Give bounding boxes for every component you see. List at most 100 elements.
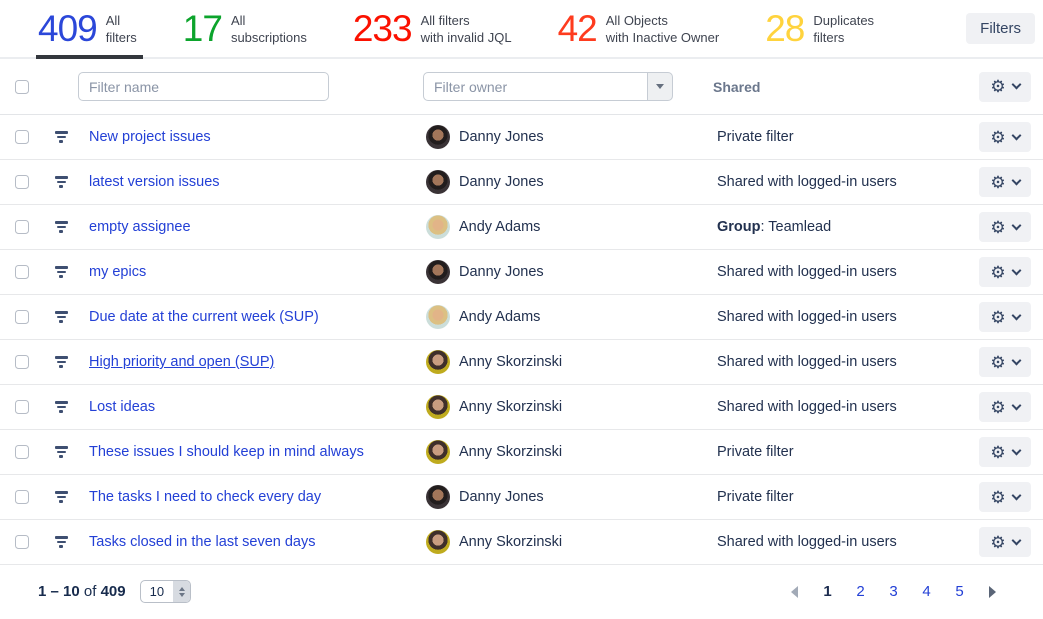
stepper-icon[interactable] [173, 581, 191, 602]
owner-name: Andy Adams [459, 219, 541, 235]
table-footer: 1 – 10 of 409 10 1 2 3 4 5 [0, 565, 1043, 618]
chevron-down-icon [1011, 400, 1022, 410]
gear-icon: ⚙ [990, 532, 1006, 552]
row-checkbox[interactable] [15, 400, 29, 414]
filter-funnel-icon [54, 311, 68, 323]
owner-cell: Anny Skorzinski [423, 395, 713, 419]
arrow-left-icon [791, 585, 798, 598]
stat-tab[interactable]: 28 Duplicates filters [765, 0, 874, 57]
filter-funnel-icon [54, 401, 68, 413]
header-settings-button[interactable]: ⚙ [979, 71, 1031, 102]
table-row: Lost ideas Anny Skorzinski Shared with l… [0, 385, 1043, 430]
pagination-page-4[interactable]: 4 [922, 583, 931, 600]
shared-status: Shared with logged-in users [717, 174, 897, 190]
row-checkbox[interactable] [15, 355, 29, 369]
range-total: 409 [100, 583, 126, 600]
stat-value: 17 [182, 8, 223, 49]
dropdown-triangle-icon [656, 84, 664, 89]
pagination-next-button[interactable] [976, 585, 1009, 598]
stat-tab[interactable]: 17 All subscriptions [183, 0, 307, 57]
row-checkbox[interactable] [15, 310, 29, 324]
pagination-prev-button[interactable] [778, 585, 811, 598]
table-row: empty assignee Andy Adams Group: Teamlea… [0, 205, 1043, 250]
owner-cell: Danny Jones [423, 125, 713, 149]
chevron-down-icon [1011, 445, 1022, 455]
chevron-down-icon [1011, 175, 1022, 185]
filter-name-link[interactable]: latest version issues [89, 174, 220, 190]
owner-cell: Danny Jones [423, 170, 713, 194]
gear-icon: ⚙ [990, 487, 1006, 507]
filter-name-link[interactable]: Lost ideas [89, 399, 156, 415]
chevron-down-icon [1011, 310, 1022, 320]
row-settings-button[interactable]: ⚙ [979, 167, 1031, 197]
page-size-select[interactable]: 10 [139, 580, 192, 603]
pagination: 1 2 3 4 5 [778, 583, 1009, 600]
filter-name-input[interactable] [78, 72, 329, 101]
owner-avatar [426, 440, 450, 464]
owner-cell: Andy Adams [423, 305, 713, 329]
filter-name-link[interactable]: High priority and open (SUP) [89, 354, 275, 370]
filters-table-body: New project issues Danny Jones Private f… [0, 115, 1043, 565]
row-checkbox[interactable] [15, 265, 29, 279]
row-settings-button[interactable]: ⚙ [979, 302, 1031, 332]
range-of-label: of [83, 583, 97, 600]
gear-icon: ⚙ [990, 307, 1006, 327]
chevron-down-icon [1011, 355, 1022, 365]
owner-name: Danny Jones [459, 489, 544, 505]
row-checkbox[interactable] [15, 535, 29, 549]
filter-name-link[interactable]: Tasks closed in the last seven days [89, 534, 316, 550]
select-all-checkbox[interactable] [15, 79, 29, 94]
table-row: New project issues Danny Jones Private f… [0, 115, 1043, 160]
owner-avatar [426, 125, 450, 149]
filter-name-link[interactable]: New project issues [89, 129, 211, 145]
row-settings-button[interactable]: ⚙ [979, 527, 1031, 557]
filter-name-link[interactable]: These issues I should keep in mind alway… [89, 444, 364, 460]
row-settings-button[interactable]: ⚙ [979, 122, 1031, 152]
table-header-row: Shared ⚙ [0, 59, 1043, 115]
filter-name-link[interactable]: Due date at the current week (SUP) [89, 309, 319, 325]
pagination-page-3[interactable]: 3 [889, 583, 898, 600]
owner-avatar [426, 395, 450, 419]
gear-icon: ⚙ [990, 217, 1006, 237]
stat-tab[interactable]: 233 All filters with invalid JQL [353, 0, 512, 57]
filter-name-link[interactable]: The tasks I need to check every day [89, 489, 322, 505]
pagination-page-1[interactable]: 1 [823, 583, 832, 600]
row-settings-button[interactable]: ⚙ [979, 392, 1031, 422]
shared-status: Private filter [717, 489, 794, 505]
shared-status: Shared with logged-in users [717, 354, 897, 370]
filter-funnel-icon [54, 221, 68, 233]
stat-value: 233 [352, 8, 413, 49]
stat-label: All filters [105, 12, 137, 45]
filters-button[interactable]: Filters [966, 13, 1035, 44]
stat-value: 42 [557, 8, 598, 49]
owner-name: Anny Skorzinski [459, 354, 563, 370]
stat-tab[interactable]: 42 All Objects with Inactive Owner [558, 0, 720, 57]
stats-bar: 409 All filters 17 All subscriptions 233… [0, 0, 1043, 59]
row-checkbox[interactable] [15, 490, 29, 504]
filter-owner-dropdown-button[interactable] [647, 72, 673, 101]
filter-name-link[interactable]: empty assignee [89, 219, 191, 235]
row-checkbox[interactable] [15, 445, 29, 459]
stats-list: 409 All filters 17 All subscriptions 233… [36, 0, 874, 59]
row-settings-button[interactable]: ⚙ [979, 257, 1031, 287]
row-checkbox[interactable] [15, 220, 29, 234]
pagination-page-2[interactable]: 2 [856, 583, 865, 600]
owner-cell: Anny Skorzinski [423, 440, 713, 464]
owner-name: Anny Skorzinski [459, 444, 563, 460]
row-checkbox[interactable] [15, 175, 29, 189]
table-row: latest version issues Danny Jones Shared… [0, 160, 1043, 205]
shared-status-prefix: Group [717, 219, 761, 235]
range-numbers: 1 – 10 [38, 583, 80, 600]
row-settings-button[interactable]: ⚙ [979, 437, 1031, 467]
row-settings-button[interactable]: ⚙ [979, 482, 1031, 512]
filter-owner-input[interactable] [423, 72, 648, 101]
table-row: These issues I should keep in mind alway… [0, 430, 1043, 475]
stat-tab[interactable]: 409 All filters [36, 0, 143, 59]
row-checkbox[interactable] [15, 130, 29, 144]
row-settings-button[interactable]: ⚙ [979, 347, 1031, 377]
owner-avatar [426, 170, 450, 194]
row-settings-button[interactable]: ⚙ [979, 212, 1031, 242]
shared-status: Shared with logged-in users [717, 309, 897, 325]
filter-name-link[interactable]: my epics [89, 264, 147, 280]
pagination-page-5[interactable]: 5 [955, 583, 964, 600]
